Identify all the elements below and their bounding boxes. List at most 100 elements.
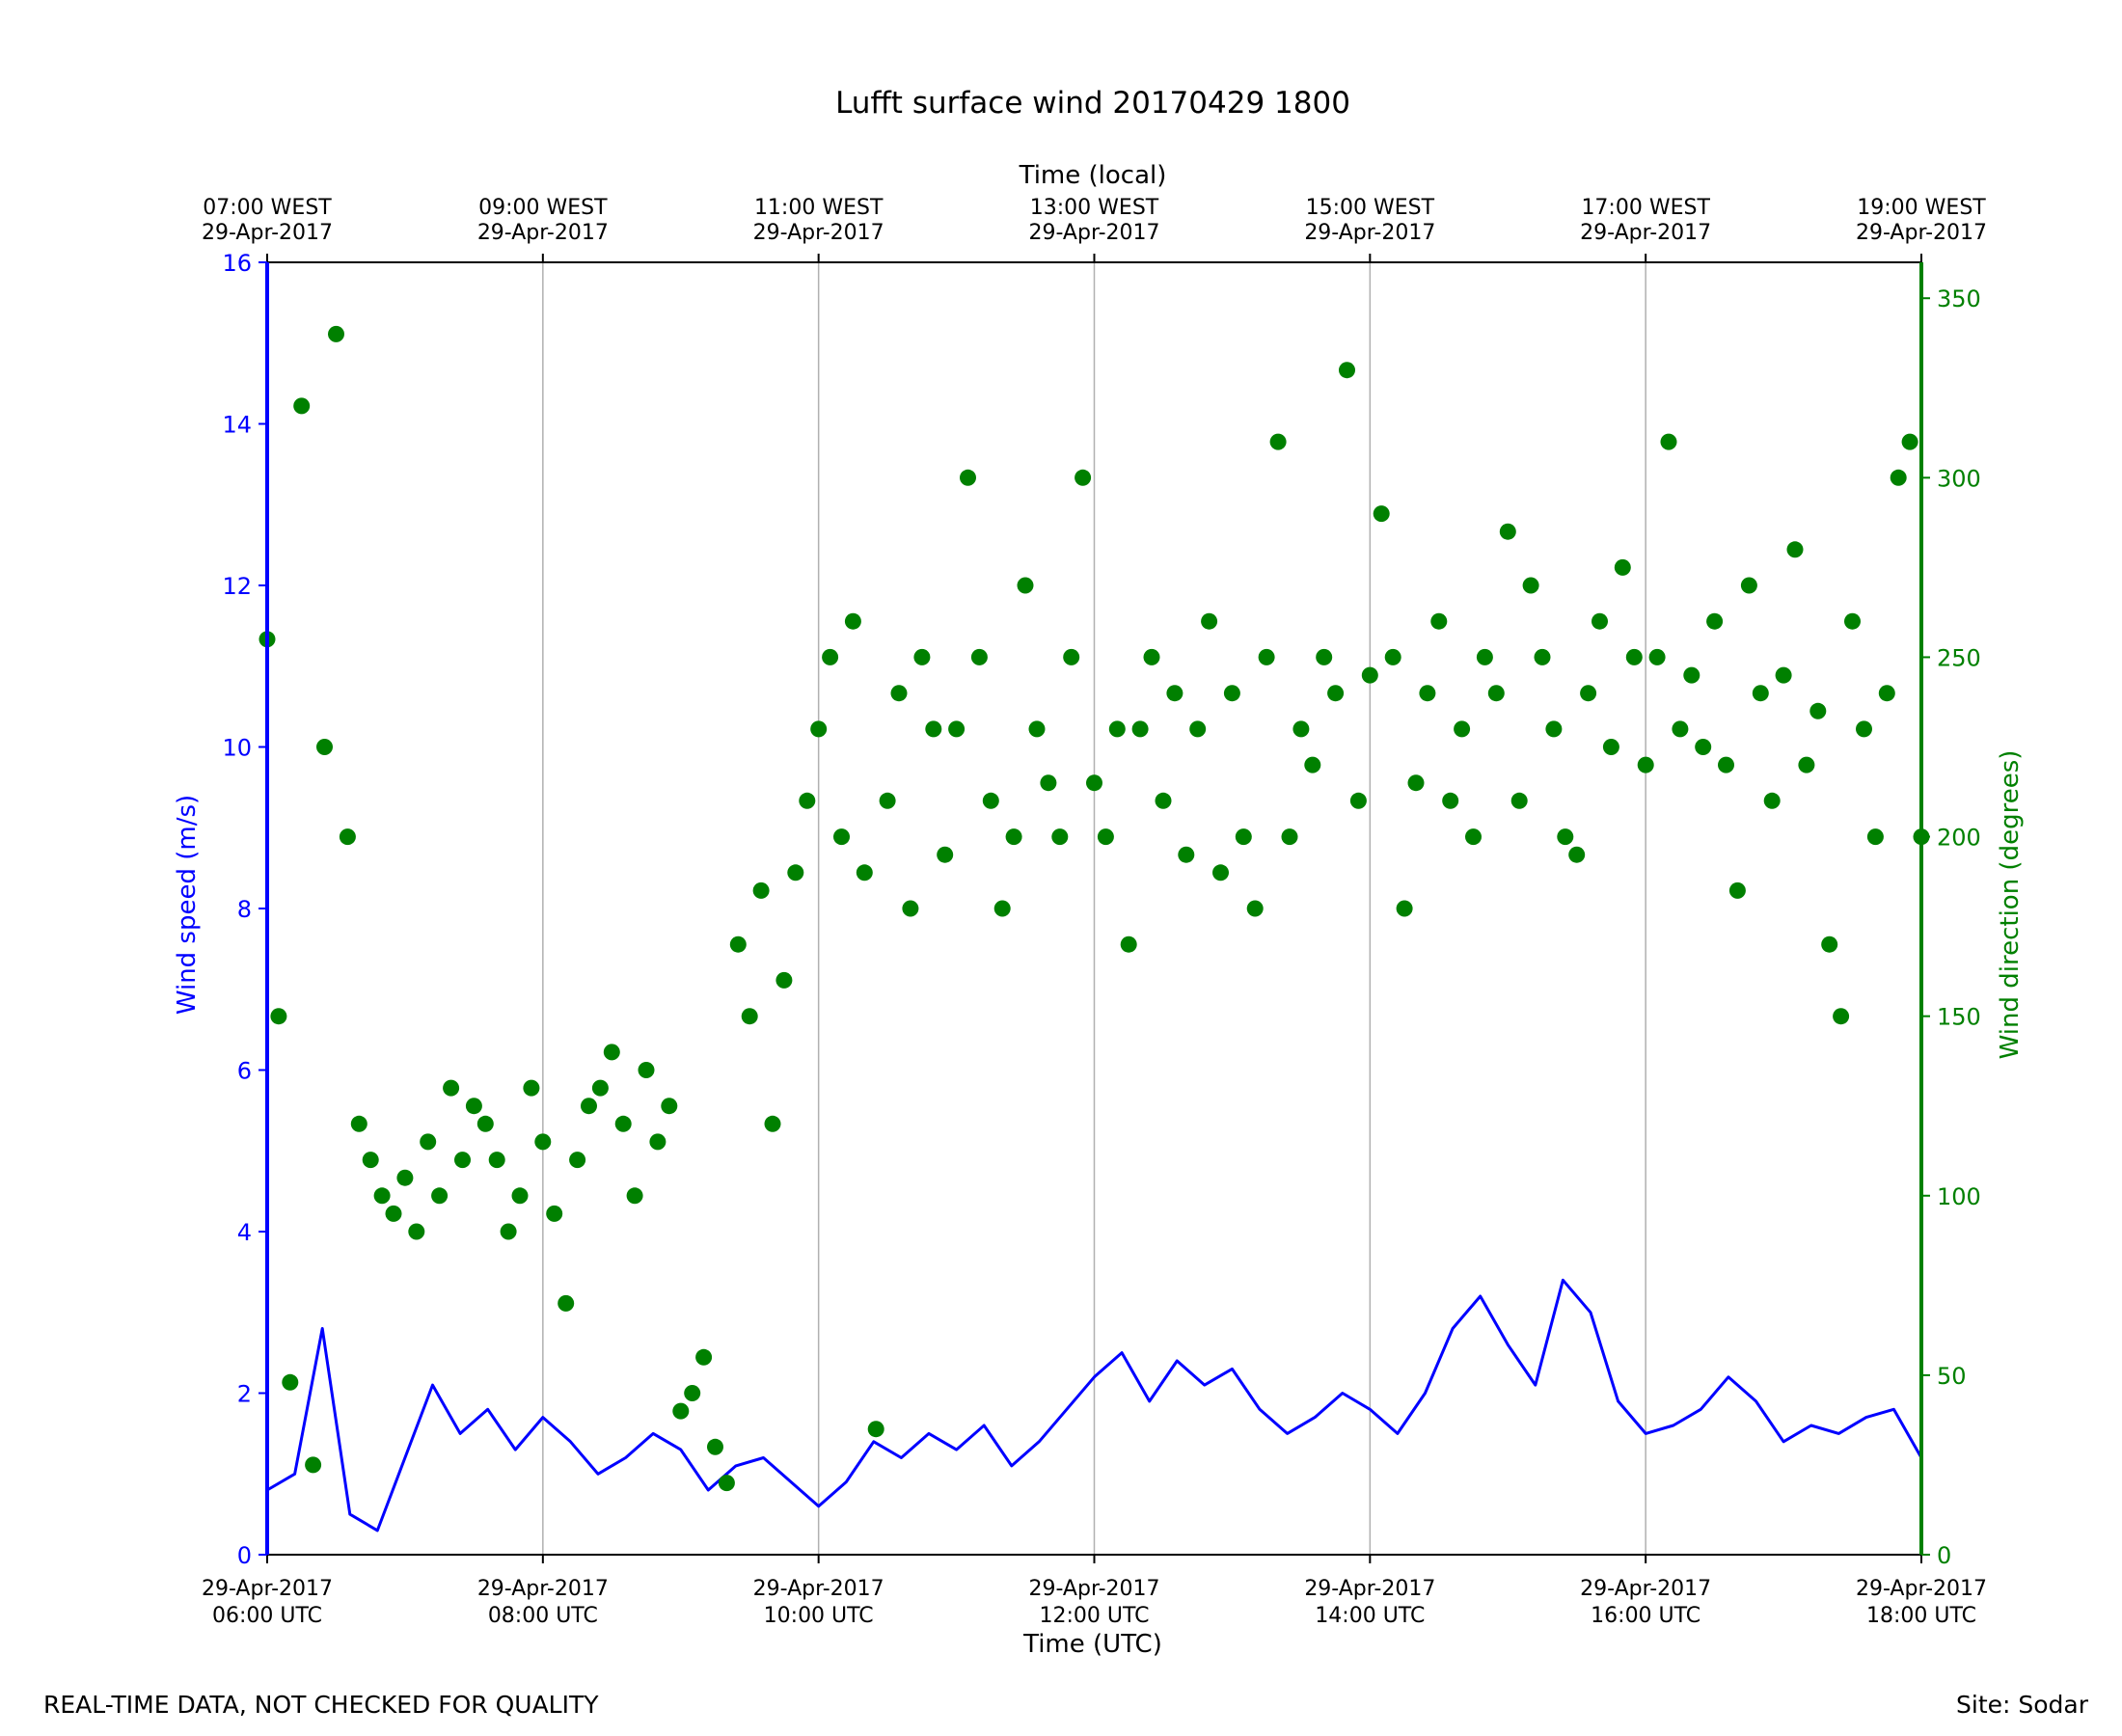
wind-direction-point — [1212, 864, 1229, 882]
wind-direction-point — [454, 1152, 471, 1169]
wind-direction-point — [1660, 433, 1677, 450]
grid-lines — [542, 262, 1646, 1555]
wind-direction-point — [558, 1294, 575, 1312]
x2-tick-label: 29-Apr-2017 — [1856, 221, 1987, 245]
wind-direction-point — [1040, 774, 1057, 792]
x2-tick-label: 09:00 WEST — [478, 196, 608, 220]
wind-direction-point — [890, 685, 908, 702]
wind-direction-point — [1396, 900, 1413, 917]
wind-direction-point — [465, 1098, 482, 1115]
wind-direction-point — [373, 1187, 391, 1205]
wind-direction-point — [1786, 541, 1804, 558]
wind-direction-point — [1005, 828, 1022, 846]
x2-tick-label: 29-Apr-2017 — [202, 221, 333, 245]
wind-direction-point — [1281, 828, 1298, 846]
wind-direction-point — [1051, 828, 1069, 846]
wind-direction-point — [1373, 505, 1390, 523]
y-tick-label: 10 — [222, 735, 252, 762]
wind-direction-point — [913, 648, 931, 665]
wind-direction-point — [1740, 577, 1757, 594]
wind-direction-point — [925, 720, 942, 738]
wind-direction-point — [1292, 720, 1310, 738]
wind-direction-point — [443, 1079, 460, 1097]
wind-direction-point — [948, 720, 966, 738]
wind-direction-point — [1131, 720, 1149, 738]
wind-direction-point — [1086, 774, 1102, 792]
wind-direction-point — [1407, 774, 1425, 792]
wind-direction-point — [626, 1187, 643, 1205]
wind-direction-point — [1246, 900, 1264, 917]
wind-direction-point — [684, 1385, 701, 1401]
wind-direction-point — [396, 1169, 414, 1186]
x2-tick-label: 13:00 WEST — [1030, 196, 1159, 220]
y-tick-label: 4 — [237, 1219, 252, 1246]
wind-direction-point — [1683, 666, 1700, 684]
wind-direction-point — [1327, 685, 1345, 702]
x-tick-label: 12:00 UTC — [1039, 1604, 1149, 1628]
y2-tick-label: 0 — [1937, 1542, 1951, 1569]
wind-direction-point — [339, 828, 356, 846]
wind-direction-point — [982, 792, 999, 809]
wind-direction-point — [1568, 846, 1586, 863]
x2-tick-label: 19:00 WEST — [1857, 196, 1986, 220]
wind-direction-point — [672, 1402, 690, 1420]
x-tick-label: 14:00 UTC — [1315, 1604, 1425, 1628]
wind-direction-point — [844, 612, 861, 630]
y2-tick-label: 200 — [1937, 825, 1981, 852]
wind-direction-point — [488, 1152, 505, 1169]
x-tick-label: 06:00 UTC — [212, 1604, 322, 1628]
wind-direction-point — [1878, 685, 1895, 702]
left-axis-label: Wind speed (m/s) — [173, 795, 202, 1015]
wind-direction-point — [1695, 739, 1712, 755]
y2-tick-label: 250 — [1937, 644, 1981, 671]
x2-tick-label: 17:00 WEST — [1581, 196, 1710, 220]
wind-direction-point — [1143, 648, 1160, 665]
wind-direction-point — [1155, 792, 1172, 809]
y2-tick-label: 100 — [1937, 1183, 1981, 1210]
x-tick-label: 29-Apr-2017 — [477, 1577, 609, 1601]
wind-direction-point — [1223, 685, 1240, 702]
wind-direction-point — [1672, 720, 1689, 738]
x-tick-label: 29-Apr-2017 — [1028, 1577, 1159, 1601]
x2-tick-label: 29-Apr-2017 — [1304, 221, 1435, 245]
wind-direction-point — [1166, 685, 1183, 702]
wind-direction-point — [362, 1152, 379, 1169]
wind-direction-point — [476, 1115, 494, 1132]
y-tick-label: 2 — [237, 1381, 252, 1408]
wind-direction-point — [1602, 739, 1619, 755]
wind-direction-point — [511, 1187, 529, 1205]
wind-direction-point — [1637, 756, 1654, 773]
y2-tick-label: 150 — [1937, 1004, 1981, 1031]
x2-tick-label: 07:00 WEST — [203, 196, 332, 220]
wind-direction-point — [1625, 648, 1643, 665]
wind-direction-point — [1269, 433, 1287, 450]
wind-direction-point — [741, 1008, 758, 1025]
y-tick-label: 0 — [237, 1542, 252, 1569]
wind-direction-point — [1028, 720, 1046, 738]
wind-direction-point — [1890, 469, 1907, 486]
wind-direction-point — [799, 792, 816, 809]
wind-direction-point — [1316, 648, 1333, 665]
right-axis-label: Wind direction (degrees) — [1996, 750, 2025, 1060]
y2-tick-label: 350 — [1937, 285, 1981, 312]
wind-direction-point — [1487, 685, 1505, 702]
wind-direction-point — [822, 648, 839, 665]
y-tick-label: 16 — [222, 250, 252, 277]
y2-tick-label: 50 — [1937, 1363, 1967, 1390]
wind-direction-point — [1833, 1008, 1850, 1025]
x-tick-label: 29-Apr-2017 — [1580, 1577, 1711, 1601]
wind-direction-point — [614, 1115, 632, 1132]
wind-direction-point — [1648, 648, 1666, 665]
wind-direction-point — [1763, 792, 1781, 809]
wind-direction-point — [1201, 612, 1218, 630]
wind-direction-point — [500, 1223, 517, 1240]
wind-direction-point — [1120, 936, 1137, 953]
wind-direction-point — [695, 1348, 713, 1366]
wind-direction-point — [937, 846, 954, 863]
wind-direction-point — [1189, 720, 1207, 738]
wind-direction-point — [902, 900, 919, 917]
wind-direction-point — [833, 828, 850, 846]
wind-direction-point — [752, 882, 770, 899]
